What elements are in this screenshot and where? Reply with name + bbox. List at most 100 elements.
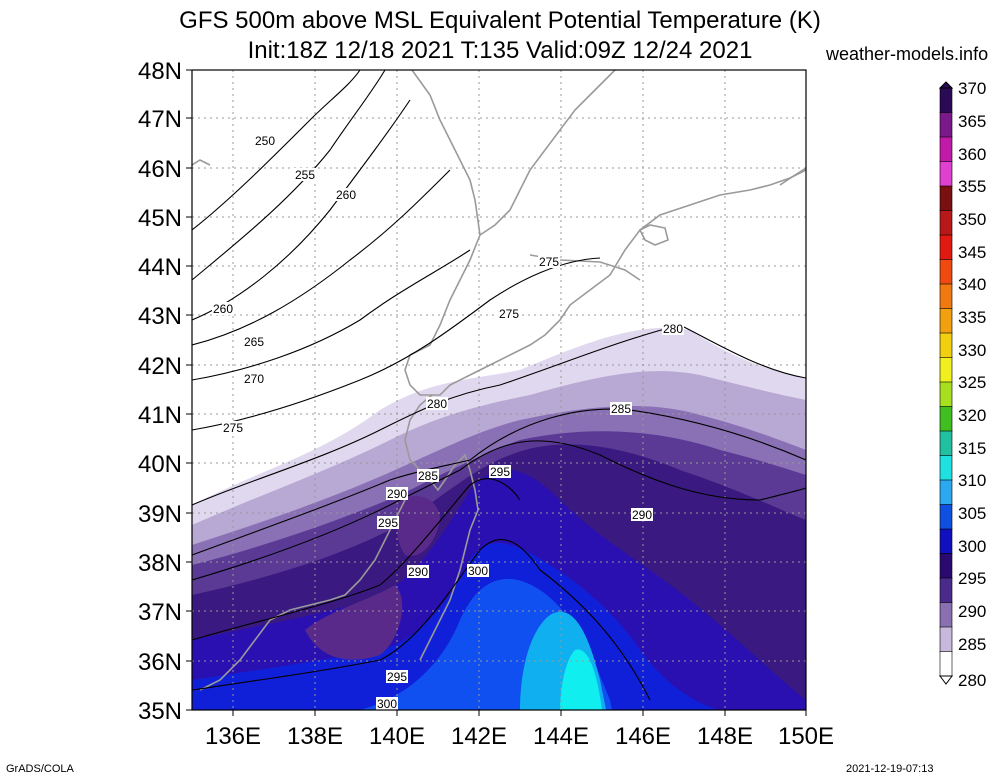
lat-label: 36N bbox=[138, 649, 182, 676]
lat-label: 38N bbox=[138, 550, 182, 577]
colorbar-swatch bbox=[939, 577, 953, 604]
colorbar-swatch bbox=[939, 357, 953, 383]
colorbar-label: 335 bbox=[958, 308, 986, 327]
contour-label: 280 bbox=[427, 397, 447, 411]
colorbar-label: 315 bbox=[958, 439, 986, 458]
colorbar-swatch bbox=[939, 234, 953, 261]
colorbar-swatch bbox=[939, 479, 953, 506]
latitude-labels: 48N 47N 46N 45N 44N 43N 42N 41N 40N 39N … bbox=[138, 58, 182, 725]
colorbar-swatch bbox=[939, 626, 953, 653]
colorbar-swatch bbox=[939, 87, 953, 114]
contour-label: 285 bbox=[611, 402, 631, 416]
lat-label: 48N bbox=[138, 58, 182, 85]
colorbar-swatch bbox=[939, 185, 953, 212]
lat-label: 45N bbox=[138, 205, 182, 232]
longitude-labels: 136E 138E 140E 142E 144E 146E 148E 150E bbox=[205, 723, 834, 750]
colorbar-swatch bbox=[939, 283, 953, 310]
colorbar-label: 320 bbox=[958, 406, 986, 425]
colorbar-swatch bbox=[939, 136, 953, 163]
colorbar-swatch bbox=[939, 406, 953, 432]
tick-marks bbox=[186, 69, 807, 716]
colorbar-swatch bbox=[939, 504, 953, 530]
contour-label: 275 bbox=[499, 307, 519, 321]
colorbar-label: 350 bbox=[958, 210, 986, 229]
colorbar-label: 325 bbox=[958, 373, 986, 392]
colorbar-bottom-arrow bbox=[939, 675, 953, 685]
colorbar-labels: 370 365 360 355 350 345 340 335 330 325 … bbox=[958, 79, 986, 690]
colorbar-label: 300 bbox=[958, 537, 986, 556]
colorbar-swatch bbox=[939, 308, 953, 334]
contour-label: 295 bbox=[387, 670, 407, 684]
contour-label: 285 bbox=[418, 469, 438, 483]
lon-label: 142E bbox=[451, 723, 507, 750]
contour-label: 290 bbox=[408, 565, 428, 579]
lon-label: 146E bbox=[615, 723, 671, 750]
lat-label: 39N bbox=[138, 501, 182, 528]
lat-label: 35N bbox=[138, 698, 182, 725]
chart-title: GFS 500m above MSL Equivalent Potential … bbox=[179, 7, 821, 34]
footer-right: 2021-12-19-07:13 bbox=[846, 763, 934, 775]
colorbar-label: 355 bbox=[958, 177, 986, 196]
colorbar-swatch bbox=[939, 332, 953, 359]
lat-label: 47N bbox=[138, 106, 182, 133]
lat-label: 37N bbox=[138, 599, 182, 626]
contour-label: 275 bbox=[539, 255, 559, 269]
colorbar-swatch bbox=[939, 210, 953, 236]
contour-label: 260 bbox=[336, 188, 356, 202]
lat-label: 46N bbox=[138, 156, 182, 183]
lon-label: 138E bbox=[287, 723, 343, 750]
colorbar-swatch bbox=[939, 553, 953, 579]
colorbar-label: 340 bbox=[958, 275, 986, 294]
colorbar-swatch bbox=[939, 259, 953, 285]
contour-lines bbox=[192, 70, 806, 701]
footer-left: GrADS/COLA bbox=[6, 763, 74, 775]
contour-label: 290 bbox=[632, 508, 652, 522]
contour-label: 250 bbox=[255, 134, 275, 148]
colorbar-swatch bbox=[939, 381, 953, 408]
lon-label: 136E bbox=[205, 723, 261, 750]
contour-label: 290 bbox=[387, 487, 407, 501]
lon-label: 144E bbox=[533, 723, 589, 750]
colorbar-swatch bbox=[939, 455, 953, 481]
colorbar-swatch bbox=[939, 430, 953, 457]
chart-subtitle: Init:18Z 12/18 2021 T:135 Valid:09Z 12/2… bbox=[247, 37, 753, 64]
colorbar-label: 310 bbox=[958, 471, 986, 490]
colorbar-swatch bbox=[939, 161, 953, 187]
contour-label: 295 bbox=[490, 465, 510, 479]
contour-label: 275 bbox=[223, 421, 243, 435]
site-credit: weather-models.info bbox=[826, 44, 989, 64]
lon-label: 140E bbox=[369, 723, 425, 750]
colorbar-swatches bbox=[939, 87, 953, 677]
lat-label: 41N bbox=[138, 402, 182, 429]
lat-label: 43N bbox=[138, 303, 182, 330]
contour-label: 265 bbox=[244, 335, 264, 349]
colorbar-swatch bbox=[939, 112, 953, 138]
lat-label: 42N bbox=[138, 353, 182, 380]
contour-label: 260 bbox=[213, 302, 233, 316]
colorbar-top-arrow bbox=[938, 81, 954, 89]
contour-label: 270 bbox=[244, 372, 264, 386]
colorbar-label: 345 bbox=[958, 243, 986, 262]
lon-label: 150E bbox=[778, 723, 834, 750]
colorbar-label: 290 bbox=[958, 602, 986, 621]
colorbar-label: 330 bbox=[958, 341, 986, 360]
colorbar-label: 305 bbox=[958, 504, 986, 523]
contour-labels: 250 255 260 260 265 270 275 275 275 280 … bbox=[212, 134, 684, 711]
colorbar: 370 365 360 355 350 345 340 335 330 325 … bbox=[938, 79, 986, 690]
lat-label: 44N bbox=[138, 254, 182, 281]
colorbar-swatch bbox=[939, 651, 953, 677]
colorbar-label: 280 bbox=[958, 671, 986, 690]
contour-label: 295 bbox=[378, 516, 398, 530]
colorbar-swatch bbox=[939, 528, 953, 555]
colorbar-label: 360 bbox=[958, 145, 986, 164]
coastlines bbox=[192, 70, 806, 691]
plot-fill-layer bbox=[192, 70, 806, 710]
lon-label: 148E bbox=[697, 723, 753, 750]
contour-label: 280 bbox=[663, 322, 683, 336]
contour-label: 255 bbox=[295, 168, 315, 182]
lat-label: 40N bbox=[138, 451, 182, 478]
colorbar-label: 370 bbox=[958, 79, 986, 98]
contour-label: 300 bbox=[468, 564, 488, 578]
colorbar-label: 285 bbox=[958, 635, 986, 654]
